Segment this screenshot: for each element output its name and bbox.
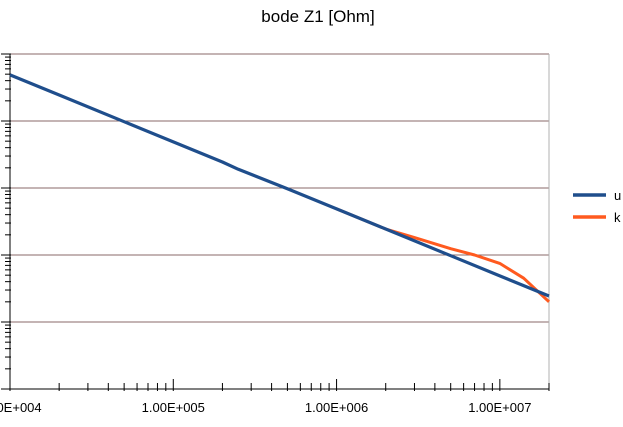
x-tick-label: 1.00E+007 (468, 400, 531, 415)
x-tick-label: 1.00E+005 (142, 400, 205, 415)
series-line-u (9, 73, 550, 298)
legend-label-u: u (614, 188, 621, 203)
x-tick-label: 1.00E+006 (305, 400, 368, 415)
x-tick-label: 1.00E+004 (0, 400, 42, 415)
series-layer (9, 73, 551, 303)
grid-lines (10, 53, 550, 390)
legend: uk (573, 188, 621, 225)
legend-label-k: k (614, 210, 621, 225)
axes: 1.00E+004 1.00E+005 1.00E+006 1.00E+007 (0, 53, 550, 415)
chart-title: bode Z1 [Ohm] (261, 7, 374, 26)
